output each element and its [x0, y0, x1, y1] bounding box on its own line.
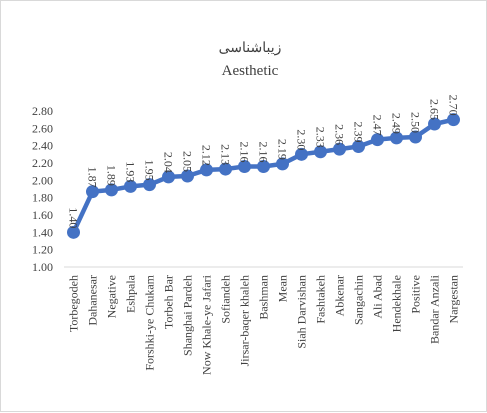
x-tick-label: Now Khale-ye Jafari — [200, 274, 214, 375]
x-tick-label: Abkenar — [333, 275, 347, 316]
data-label: 2.33 — [314, 127, 328, 148]
x-tick-label: Sangachin — [352, 275, 366, 325]
chart-title: زیباشناسی — [219, 41, 282, 56]
data-point — [105, 183, 118, 197]
data-label: 1.87 — [86, 167, 100, 188]
x-tick-label: Forshki-ye Chukam — [143, 274, 157, 370]
x-tick-label: Dahanesar — [86, 275, 100, 326]
x-tick-label: Negative — [105, 275, 119, 318]
data-label: 1.95 — [143, 160, 157, 181]
x-tick-label: Positive — [409, 275, 423, 314]
data-point — [295, 147, 308, 161]
data-point — [86, 185, 99, 199]
x-tick-label: Bashman — [257, 275, 271, 320]
data-point — [67, 225, 80, 239]
data-point — [447, 113, 460, 127]
data-point — [352, 140, 365, 154]
data-label: 2.39 — [352, 122, 366, 143]
x-tick-label: Siah Darvishan — [295, 275, 309, 349]
data-labels: 1.40 1.87 1.89 1.93 1.95 2.04 2.05 2.12 2.13 2.16… — [67, 95, 461, 229]
y-tick-label: 1.80 — [32, 191, 53, 205]
y-tick-label: 1.60 — [32, 208, 53, 222]
data-point — [390, 131, 403, 145]
data-label: 2.13 — [219, 144, 233, 165]
x-tick-label: Torbegodeh — [67, 275, 81, 332]
x-tick-label: Mean — [276, 275, 290, 302]
x-tick-label: Fashtakeh — [314, 275, 328, 324]
data-label: 2.50 — [409, 112, 423, 133]
data-point — [276, 157, 289, 171]
data-label: 2.05 — [181, 151, 195, 172]
x-tick-label: Eshpala — [124, 274, 138, 313]
y-tick-label: 2.80 — [32, 104, 53, 118]
x-tick-label: Shanghai Pardeh — [181, 275, 195, 356]
data-point — [314, 145, 327, 159]
x-tick-label: Torbeh Bar — [162, 275, 176, 329]
y-tick-label: 2.00 — [32, 173, 53, 187]
data-point — [257, 159, 270, 173]
data-point — [181, 169, 194, 183]
data-label: 2.12 — [200, 145, 214, 166]
y-tick-label: 1.00 — [32, 260, 53, 274]
data-point — [371, 133, 384, 147]
series-aesthetic — [67, 113, 460, 239]
y-axis-ticks: 1.00 1.20 1.40 1.60 1.80 2.00 2.20 2.40 2.60 2.80 — [32, 104, 53, 274]
data-label: 2.70 — [447, 95, 461, 116]
data-label: 1.40 — [67, 207, 81, 228]
data-label: 2.47 — [371, 115, 385, 136]
data-point — [428, 117, 441, 131]
data-point — [143, 178, 156, 192]
chart-subtitle: Aesthetic — [222, 63, 279, 79]
data-label: 2.30 — [295, 129, 309, 150]
data-point — [409, 130, 422, 144]
x-tick-label: Ali Abad — [371, 275, 385, 319]
x-axis-ticks: Torbegodeh Dahanesar Negative Eshpala Forshk… — [67, 274, 461, 375]
y-tick-label: 2.20 — [32, 156, 53, 170]
y-tick-label: 2.40 — [32, 139, 53, 153]
data-label: 2.19 — [276, 139, 290, 160]
data-point — [124, 179, 137, 193]
y-tick-label: 1.20 — [32, 243, 53, 257]
x-tick-label: Bandar Anzali — [428, 274, 442, 344]
x-tick-label: Jirsar-baqer khaleh — [238, 275, 252, 366]
data-label: 2.16 — [257, 141, 271, 162]
data-label: 2.04 — [162, 152, 176, 173]
x-tick-label: Hendekhale — [390, 275, 404, 332]
x-tick-label: Sofiandeh — [219, 275, 233, 324]
data-label: 1.93 — [124, 161, 138, 182]
data-label: 2.36 — [333, 124, 347, 145]
data-label: 2.16 — [238, 141, 252, 162]
data-point — [219, 162, 232, 176]
data-point — [333, 142, 346, 156]
data-label: 2.65 — [428, 99, 442, 120]
y-tick-label: 2.60 — [32, 121, 53, 135]
data-point — [200, 163, 213, 177]
data-point — [238, 159, 251, 173]
x-tick-label: Nargestan — [447, 275, 461, 323]
data-label: 1.89 — [105, 165, 119, 186]
data-label: 2.49 — [390, 113, 404, 134]
y-tick-label: 1.40 — [32, 225, 53, 239]
data-point — [162, 170, 175, 184]
